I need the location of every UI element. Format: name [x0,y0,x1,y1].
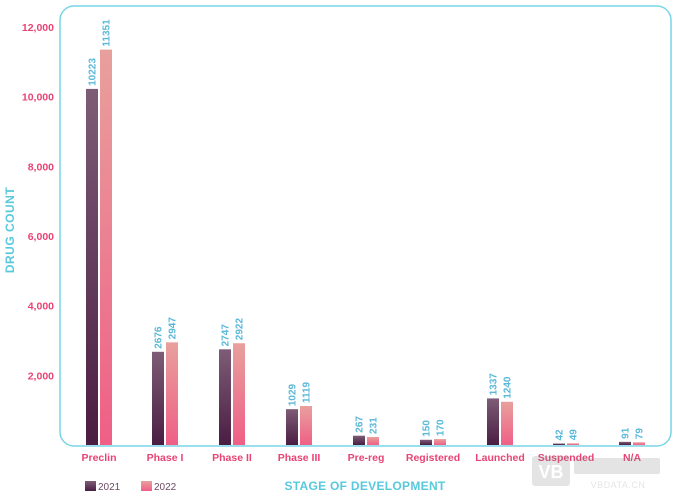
bar-2021-launched [487,398,499,445]
y-tick-label: 12,000 [22,22,54,34]
value-label-2022: 1240 [503,376,514,399]
legend: 2021 2022 [85,481,177,493]
value-label-2021: 267 [355,416,366,433]
value-label-2021: 1029 [288,383,299,406]
x-tick-label: Suspended [538,452,595,464]
bar-2021-phase-i [152,351,164,445]
bars-group [86,49,645,445]
value-label-2022: 11351 [102,19,113,47]
value-label-2021: 150 [422,420,433,437]
legend-swatch-2021 [85,481,96,491]
x-tick-label: Phase III [278,452,321,464]
value-label-2021: 1337 [489,373,500,396]
bar-2022-preclin [100,49,112,445]
x-tick-label: Preclin [81,452,116,464]
y-axis-title: DRUG COUNT [3,187,17,273]
value-label-2022: 49 [569,429,580,441]
x-tick-label: Registered [406,452,460,464]
x-tick-label: Phase II [212,452,252,464]
x-tick-label: N/A [623,452,642,464]
bar-2021-pre-reg [353,435,365,445]
watermark: VB VBDATA.CN [532,456,660,490]
value-label-2022: 1119 [302,381,313,403]
value-label-2021: 2676 [154,326,165,349]
legend-swatch-2022 [141,481,152,491]
bar-2022-phase-iii [300,406,312,445]
value-label-2022: 2947 [168,317,179,340]
chart-frame [59,5,672,447]
value-label-2022: 170 [436,419,447,436]
bar-2021-phase-iii [286,409,298,445]
y-tick-label: 4,000 [28,301,54,313]
bar-2021-registered [420,439,432,445]
watermark-text: VBDATA.CN [591,480,646,490]
bar-2022-phase-i [166,342,178,445]
bar-2021-n-a [619,441,631,445]
x-tick-label: Pre-reg [348,452,385,464]
bar-2021-suspended [553,443,565,445]
bar-2022-launched [501,401,513,445]
value-label-2021: 10223 [88,58,99,86]
watermark-logo: VB [538,462,563,482]
y-tick-label: 10,000 [22,92,54,104]
bar-2021-preclin [86,88,98,445]
legend-label-2022: 2022 [154,482,177,493]
value-label-2022: 79 [635,428,646,440]
y-tick-label: 6,000 [28,231,54,243]
value-label-2021: 2747 [221,324,232,347]
bar-2022-pre-reg [367,436,379,445]
x-tick-label: Phase I [147,452,184,464]
x-axis-labels: Preclin Phase I Phase II Phase III Pre-reg Re… [81,452,641,464]
x-axis-title: STAGE OF DEVELOPMENT [284,479,445,493]
y-axis-ticks: 2,000 4,000 6,000 8,000 10,000 12,000 [22,22,54,382]
bar-2022-suspended [567,443,579,445]
bar-2021-phase-ii [219,349,231,445]
value-label-2021: 91 [621,427,632,439]
bar-2022-registered [434,439,446,445]
bar-2022-phase-ii [233,343,245,445]
value-label-2022: 2922 [235,318,246,341]
legend-label-2021: 2021 [98,482,121,493]
x-tick-label: Launched [475,452,525,464]
y-tick-label: 2,000 [28,370,54,382]
value-label-2021: 42 [555,429,566,441]
value-label-2022: 231 [369,417,380,434]
y-tick-label: 8,000 [28,161,54,173]
bar-2022-n-a [633,442,645,445]
